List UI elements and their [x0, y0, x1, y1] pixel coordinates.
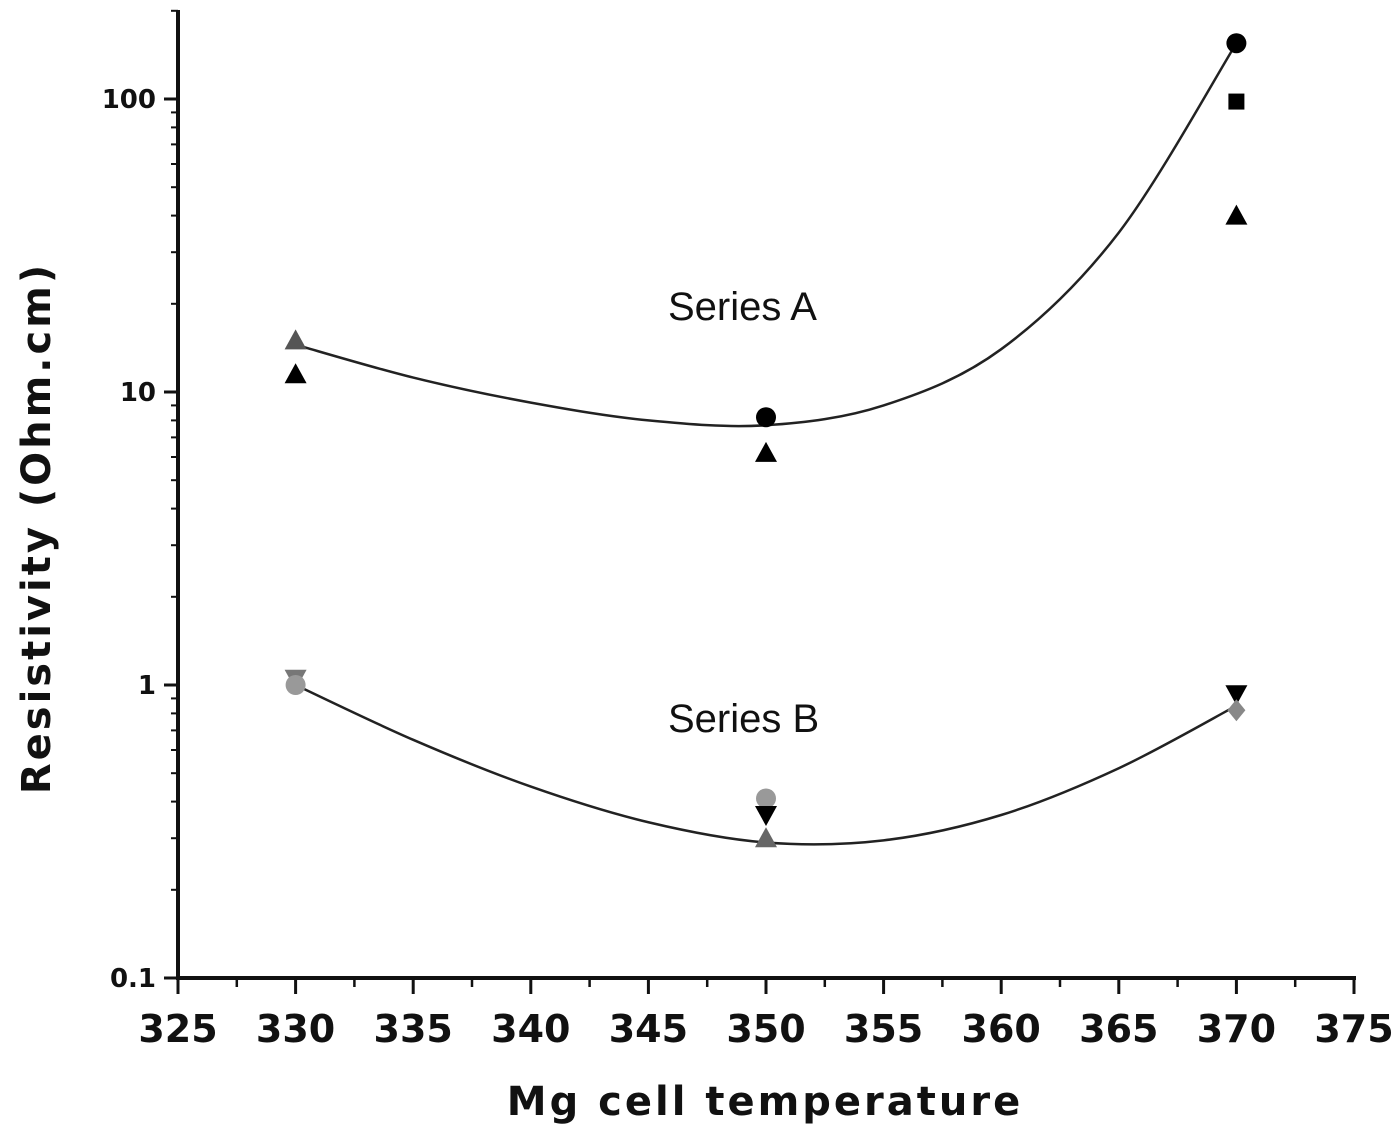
- data-point-series-a: [1228, 93, 1245, 110]
- data-point-series-a: [1225, 204, 1248, 225]
- y-tick-label: 10: [120, 378, 156, 408]
- data-point-series-a: [284, 363, 307, 384]
- data-point-series-b: [285, 675, 306, 695]
- x-tick-label: 355: [844, 1007, 923, 1051]
- y-tick-label: 100: [102, 85, 156, 115]
- x-tick-label: 335: [374, 1007, 453, 1051]
- data-point-series-b: [755, 827, 777, 848]
- y-axis-title: Resistivity (Ohm.cm): [14, 262, 60, 794]
- data-point-series-a: [755, 441, 777, 462]
- x-tick-label: 350: [726, 1007, 805, 1051]
- x-tick-label: 325: [138, 1007, 217, 1051]
- x-tick-label: 330: [256, 1007, 335, 1051]
- y-tick-label: 1: [138, 671, 156, 701]
- ticks: 325 330 335 340 345 350 355 360 365 370 375 0.1 1 10 1…: [102, 9, 1394, 1051]
- x-tick-label: 370: [1197, 1007, 1276, 1051]
- x-tick-label: 360: [962, 1007, 1041, 1051]
- y-tick-label: 0.1: [110, 964, 156, 994]
- data-point-series-b: [1225, 685, 1248, 706]
- data-point-series-a: [284, 329, 307, 350]
- data-markers: [284, 33, 1248, 848]
- x-tick-label: 375: [1314, 1007, 1393, 1051]
- x-axis-title: Mg cell temperature: [507, 1079, 1023, 1125]
- data-point-series-b: [1227, 699, 1246, 722]
- data-point-series-b: [755, 806, 777, 827]
- series-b-annotation: Series B: [668, 697, 819, 741]
- series-a-annotation: Series A: [668, 285, 817, 329]
- x-tick-label: 340: [491, 1007, 570, 1051]
- x-tick-label: 345: [609, 1007, 688, 1051]
- data-point-series-a: [1226, 33, 1247, 54]
- data-point-series-a: [756, 407, 776, 428]
- fit-curve-series-a: [295, 42, 1238, 428]
- data-point-series-b: [756, 788, 776, 809]
- x-tick-label: 365: [1079, 1007, 1158, 1051]
